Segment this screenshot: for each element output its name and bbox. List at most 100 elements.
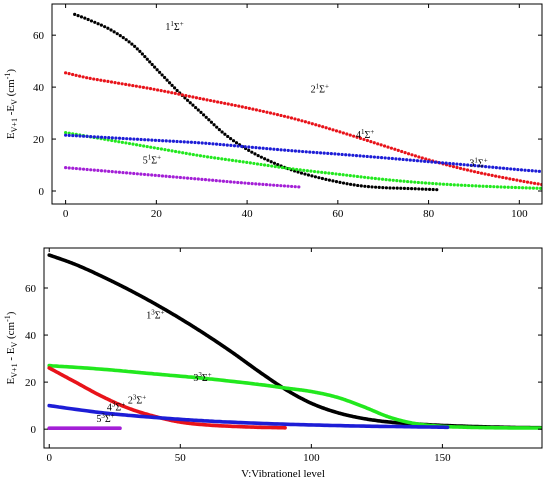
data-point <box>387 156 391 160</box>
data-point <box>134 143 139 147</box>
data-point <box>259 162 263 167</box>
data-point <box>438 182 442 186</box>
data-point <box>67 166 71 170</box>
data-point <box>366 185 371 189</box>
data-point <box>329 152 333 156</box>
data-point <box>253 152 257 156</box>
data-point <box>279 148 283 152</box>
data-point <box>78 167 82 171</box>
data-point <box>362 154 366 158</box>
data-point <box>426 160 430 164</box>
data-point <box>391 178 395 182</box>
data-point <box>430 160 434 164</box>
data-point <box>155 68 159 72</box>
data-point <box>236 144 240 148</box>
data-point <box>462 163 466 167</box>
data-point <box>142 144 146 148</box>
data-point <box>307 121 311 125</box>
data-point <box>317 124 321 128</box>
data-point <box>348 173 352 178</box>
data-point <box>433 160 437 164</box>
data-point <box>99 169 104 173</box>
data-point <box>341 173 345 177</box>
data-point <box>420 181 424 185</box>
data-point <box>247 106 251 110</box>
data-point <box>205 98 209 102</box>
data-point <box>247 148 251 152</box>
data-point <box>177 150 181 154</box>
data-point <box>228 180 233 184</box>
data-point <box>85 76 89 80</box>
data-point <box>163 148 167 152</box>
data-point <box>251 107 255 111</box>
data-point <box>327 178 332 182</box>
data-point <box>99 78 103 82</box>
data-point <box>145 57 149 61</box>
data-point <box>505 167 509 171</box>
data-point <box>171 175 175 179</box>
data-point <box>501 166 506 170</box>
data-point <box>92 77 96 81</box>
data-point <box>168 139 172 143</box>
data-point <box>201 97 206 101</box>
data-point <box>369 155 373 159</box>
data-point <box>536 182 540 186</box>
data-point <box>212 99 216 103</box>
data-point <box>243 145 247 149</box>
data-point <box>303 172 307 176</box>
data-point <box>252 161 256 166</box>
data-point <box>92 168 96 172</box>
data-point <box>309 169 313 173</box>
data-point <box>133 44 137 49</box>
data-point <box>413 187 417 191</box>
data-point <box>259 155 263 159</box>
data-point <box>120 140 124 144</box>
data-point <box>157 174 161 178</box>
data-point <box>530 169 534 173</box>
curve-label: 33Σ+ <box>193 371 211 384</box>
data-point <box>203 178 208 182</box>
data-point <box>93 20 97 24</box>
data-point <box>268 183 272 187</box>
data-point <box>458 166 463 170</box>
data-point <box>81 167 86 171</box>
curve-label: 43Σ+ <box>107 400 125 413</box>
data-point <box>121 136 125 141</box>
x-tick-label: 100 <box>303 452 320 464</box>
data-point <box>417 155 421 159</box>
data-point <box>150 173 154 177</box>
data-point <box>515 178 519 182</box>
data-point <box>358 154 362 158</box>
data-point <box>480 164 484 168</box>
data-point <box>476 170 480 175</box>
data-point <box>186 140 190 144</box>
data-point <box>306 173 311 177</box>
data-point <box>388 178 392 182</box>
data-point <box>85 134 89 139</box>
data-point <box>240 144 244 148</box>
data-point <box>254 108 259 112</box>
data-point <box>516 167 520 172</box>
data-point <box>455 162 459 166</box>
data-point <box>497 175 501 179</box>
data-point <box>221 179 226 183</box>
data-point <box>320 170 324 174</box>
data-point <box>293 185 297 189</box>
data-point <box>141 85 146 90</box>
data-point <box>261 182 265 186</box>
data-point <box>504 176 508 180</box>
data-point <box>276 163 280 167</box>
data-point <box>492 185 496 189</box>
data-point <box>324 177 328 181</box>
data-point <box>207 118 211 122</box>
data-point <box>434 182 438 186</box>
data-point <box>473 164 477 168</box>
data-point <box>289 116 294 120</box>
data-point <box>366 176 370 180</box>
data-point <box>437 160 441 165</box>
data-point <box>405 179 410 184</box>
series-4 <box>47 403 450 430</box>
data-point <box>198 154 203 158</box>
data-point <box>96 135 100 139</box>
data-point <box>153 173 157 177</box>
